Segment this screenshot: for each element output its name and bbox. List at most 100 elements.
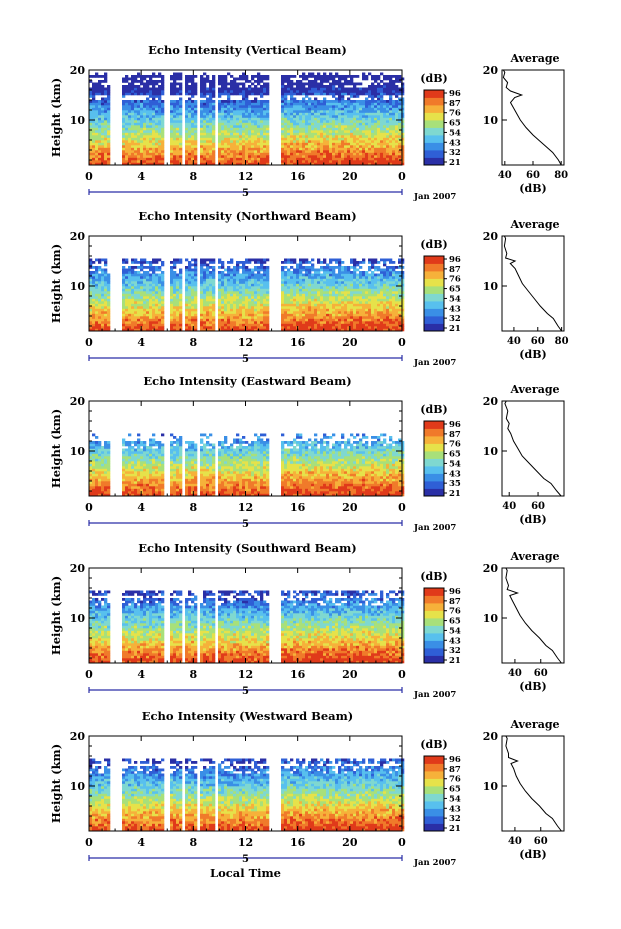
panel-title: Echo Intensity (Vertical Beam) xyxy=(148,43,347,57)
colorbar-tick-label: 96 xyxy=(449,89,461,99)
colorbar-tick-label: 21 xyxy=(449,656,461,666)
colorbar-tick-label: 35 xyxy=(449,479,461,489)
average-profile-2: Average 20 10 40 60(dB) xyxy=(483,383,565,526)
x-tick-label: 0 xyxy=(398,170,406,183)
x-tick-label: 8 xyxy=(190,170,198,183)
panel-4: Echo Intensity (Westward Beam) Height (km… xyxy=(49,709,565,880)
colorbar-tick-label: 65 xyxy=(449,119,461,129)
heatmap-cells xyxy=(89,590,405,664)
x-tick-label: 0 xyxy=(85,836,93,849)
average-frame xyxy=(501,69,565,166)
heatmap-cells xyxy=(89,258,405,332)
x-tick-label: 4 xyxy=(137,501,145,514)
panel-0: Echo Intensity (Vertical Beam) Height (km… xyxy=(49,43,568,202)
colorbar-tick-label: 54 xyxy=(449,294,461,304)
day-label: 5 xyxy=(242,686,249,697)
x-tick-label: 16 xyxy=(290,501,306,514)
day-label: 5 xyxy=(242,188,249,199)
x-tick-label: 20 xyxy=(342,836,358,849)
average-x-tick-label: 40 xyxy=(507,336,521,347)
average-x-tick-label: 40 xyxy=(502,501,516,512)
average-title: Average xyxy=(509,718,559,731)
heatmap-cells xyxy=(89,72,405,166)
average-title: Average xyxy=(509,550,559,563)
colorbar-tick-label: 76 xyxy=(449,775,461,785)
colorbar-tick-label: 76 xyxy=(449,109,461,119)
y-tick-label: 20 xyxy=(70,230,86,243)
x-tick-label: 0 xyxy=(85,668,93,681)
average-line xyxy=(504,400,562,497)
average-frame xyxy=(501,235,565,332)
x-tick-label: 0 xyxy=(398,336,406,349)
y-tick-label: 20 xyxy=(70,395,86,408)
x-tick-label: 12 xyxy=(238,170,253,183)
average-y-tick-label: 20 xyxy=(483,562,499,575)
colorbar-tick-label: 54 xyxy=(449,459,461,469)
colorbar-tick-label: 32 xyxy=(449,814,461,824)
panel-title: Echo Intensity (Southward Beam) xyxy=(138,541,356,555)
average-line xyxy=(503,235,563,332)
colorbar-tick-label: 43 xyxy=(449,469,461,479)
average-frame xyxy=(501,735,565,832)
y-tick-label: 20 xyxy=(70,562,86,575)
day-label: 5 xyxy=(242,854,249,865)
y-axis-label: Height (km) xyxy=(49,78,63,157)
date-label: Jan 2007 xyxy=(413,858,456,868)
x-tick-label: 4 xyxy=(137,668,145,681)
average-y-tick-label: 10 xyxy=(483,114,499,127)
x-tick-label: 20 xyxy=(342,501,358,514)
panel-3: Echo Intensity (Southward Beam) Height (k… xyxy=(49,541,565,700)
average-line xyxy=(502,69,562,166)
average-title: Average xyxy=(509,52,559,65)
average-x-tick-label: 40 xyxy=(498,170,512,181)
average-y-tick-label: 20 xyxy=(483,230,499,243)
colorbar-tick-label: 87 xyxy=(449,597,461,607)
average-y-tick-label: 10 xyxy=(483,280,499,293)
colorbar-tick-label: 87 xyxy=(449,430,461,440)
colorbar-tick-label: 96 xyxy=(449,587,461,597)
average-y-tick-label: 10 xyxy=(483,612,499,625)
colorbar-label: (dB) xyxy=(420,738,447,751)
colorbar-tick-label: 32 xyxy=(449,314,461,324)
average-x-tick-label: 60 xyxy=(531,336,545,347)
colorbar-tick-label: 65 xyxy=(449,785,461,795)
x-tick-label: 20 xyxy=(342,170,358,183)
x-tick-label: 12 xyxy=(238,336,253,349)
average-frame xyxy=(501,567,565,664)
average-x-tick-label: 60 xyxy=(534,836,548,847)
y-axis-label: Height (km) xyxy=(49,744,63,823)
average-x-label: (dB) xyxy=(519,513,546,526)
average-line xyxy=(505,735,562,832)
x-tick-label: 4 xyxy=(137,336,145,349)
colorbar-tick-label: 43 xyxy=(449,304,461,314)
colorbar-tick-label: 54 xyxy=(449,794,461,804)
y-tick-label: 20 xyxy=(70,64,86,77)
x-tick-label: 0 xyxy=(85,170,93,183)
average-title: Average xyxy=(509,218,559,231)
x-tick-label: 20 xyxy=(342,336,358,349)
average-y-tick-label: 20 xyxy=(483,64,499,77)
y-tick-label: 20 xyxy=(70,730,86,743)
average-x-label: (dB) xyxy=(519,348,546,361)
average-x-label: (dB) xyxy=(519,848,546,861)
x-tick-label: 8 xyxy=(190,501,198,514)
date-label: Jan 2007 xyxy=(413,523,456,533)
colorbar-tick-label: 87 xyxy=(449,265,461,275)
colorbar-tick-label: 87 xyxy=(449,99,461,109)
colorbar-tick-label: 65 xyxy=(449,285,461,295)
colorbar-tick-label: 96 xyxy=(449,420,461,430)
colorbar-tick-label: 76 xyxy=(449,440,461,450)
colorbar-tick-label: 65 xyxy=(449,617,461,627)
average-x-tick-label: 80 xyxy=(554,170,568,181)
x-tick-label: 0 xyxy=(85,336,93,349)
date-label: Jan 2007 xyxy=(413,690,456,700)
x-tick-label: 12 xyxy=(238,501,253,514)
x-tick-label: 12 xyxy=(238,668,253,681)
x-tick-label: 16 xyxy=(290,668,306,681)
colorbar-label: (dB) xyxy=(420,238,447,251)
x-tick-label: 16 xyxy=(290,170,306,183)
